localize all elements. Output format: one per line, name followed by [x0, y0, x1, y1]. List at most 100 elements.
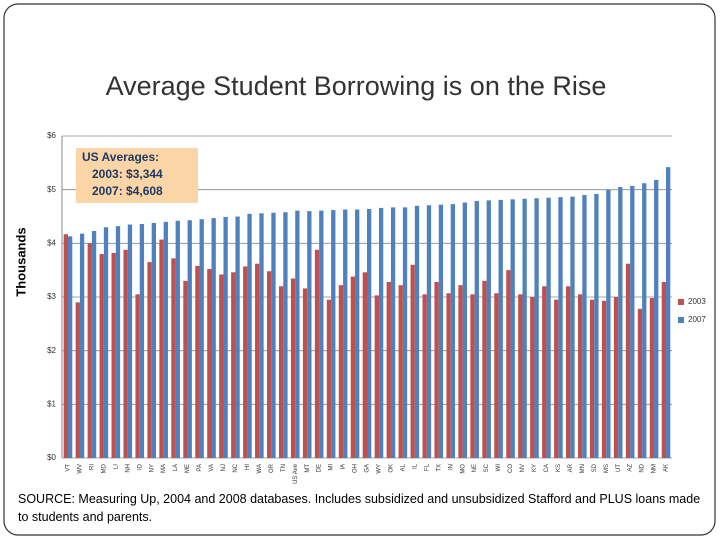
- bar: [618, 186, 623, 458]
- bar: [271, 212, 276, 458]
- x-tick-label: NE: [472, 464, 478, 472]
- bar: [414, 205, 420, 458]
- x-tick-label: IL: [412, 463, 418, 469]
- bar: [223, 217, 228, 458]
- bar: [642, 183, 647, 458]
- bar: [462, 202, 467, 458]
- bar: [613, 297, 619, 458]
- x-tick-label: WA: [257, 464, 263, 473]
- x-tick-label: OR: [269, 463, 275, 473]
- bar: [494, 293, 499, 458]
- annotation-text: 2003: $3,344: [92, 167, 163, 181]
- x-tick-label: AL: [400, 463, 406, 471]
- bar: [314, 249, 320, 458]
- bar: [75, 302, 80, 458]
- x-tick-label: NH: [125, 464, 131, 473]
- legend-swatch: [678, 317, 684, 323]
- bar: [326, 299, 332, 458]
- bar: [506, 270, 511, 458]
- bar: [630, 185, 635, 458]
- bar: [171, 258, 176, 458]
- annotation-text: US Averages:: [82, 150, 159, 164]
- bar: [307, 211, 312, 458]
- bar: [434, 281, 439, 458]
- bar: [350, 276, 356, 458]
- x-tick-label: VT: [66, 464, 72, 472]
- x-tick-label: NC: [233, 463, 239, 472]
- bar: [290, 278, 296, 458]
- bar: [566, 286, 571, 458]
- bar: [470, 294, 475, 458]
- bar: [534, 198, 539, 458]
- x-tick-label: ID: [137, 463, 143, 470]
- bar: [79, 233, 85, 458]
- x-tick-label: ND: [640, 463, 646, 472]
- bar: [450, 204, 456, 458]
- bar: [207, 269, 212, 458]
- bar: [91, 230, 97, 458]
- bar: [267, 271, 272, 458]
- x-tick-label: IA: [341, 464, 347, 470]
- x-tick-label: AK: [664, 464, 670, 472]
- bar: [103, 227, 109, 458]
- bar: [522, 198, 527, 459]
- bar: [606, 189, 611, 458]
- bar: [163, 221, 168, 458]
- bar: [570, 196, 575, 459]
- x-tick-label: MI: [329, 464, 335, 471]
- bar: [99, 254, 104, 458]
- legend-label: 2003: [688, 297, 706, 306]
- bar: [530, 297, 535, 458]
- x-tick-label: NM: [652, 464, 658, 473]
- x-tick-label: KS: [556, 464, 562, 472]
- x-tick-label: SD: [592, 463, 598, 472]
- bar: [302, 288, 308, 458]
- bar: [243, 266, 248, 458]
- bar: [139, 224, 145, 458]
- bar: [402, 207, 408, 458]
- bar: [438, 204, 444, 458]
- x-tick-label: ME: [185, 464, 191, 473]
- bar: [594, 193, 599, 458]
- bar: [127, 224, 133, 458]
- bar: [374, 295, 379, 458]
- x-tick-label: VA: [209, 464, 215, 472]
- bar: [558, 197, 563, 458]
- bar: [625, 263, 631, 458]
- y-tick-label: $4: [47, 238, 56, 247]
- x-tick-label: WV: [78, 464, 84, 474]
- bar: [338, 285, 344, 458]
- bar: [283, 212, 288, 458]
- x-tick-label: SC: [484, 463, 490, 472]
- bar: [554, 299, 559, 458]
- legend-swatch: [678, 299, 684, 305]
- y-axis-label: Thousands: [13, 227, 28, 296]
- x-tick-label: FL: [424, 463, 430, 471]
- bar: [542, 286, 547, 458]
- bar: [582, 195, 587, 459]
- bar: [482, 280, 487, 458]
- x-tick-label: HI: [245, 464, 251, 470]
- bar: [546, 197, 551, 458]
- bar: [159, 239, 164, 458]
- x-tick-label: OH: [353, 464, 359, 473]
- x-tick-label: MA: [161, 464, 167, 473]
- chart-title: Average Student Borrowing is on the Rise: [106, 71, 607, 101]
- x-tick-label: LI: [113, 464, 119, 469]
- bar: [426, 205, 432, 458]
- bar: [175, 220, 180, 458]
- bar: [637, 308, 643, 458]
- bar: [151, 222, 157, 458]
- bar: [661, 281, 667, 458]
- x-tick-label: CO: [508, 464, 514, 473]
- bar: [199, 219, 204, 458]
- y-tick-label: $5: [47, 185, 56, 194]
- bar: [278, 286, 284, 458]
- bar: [386, 281, 391, 458]
- x-tick-label: MD: [101, 463, 107, 473]
- bar: [219, 274, 224, 458]
- bar: [474, 200, 479, 459]
- bar: [390, 207, 396, 458]
